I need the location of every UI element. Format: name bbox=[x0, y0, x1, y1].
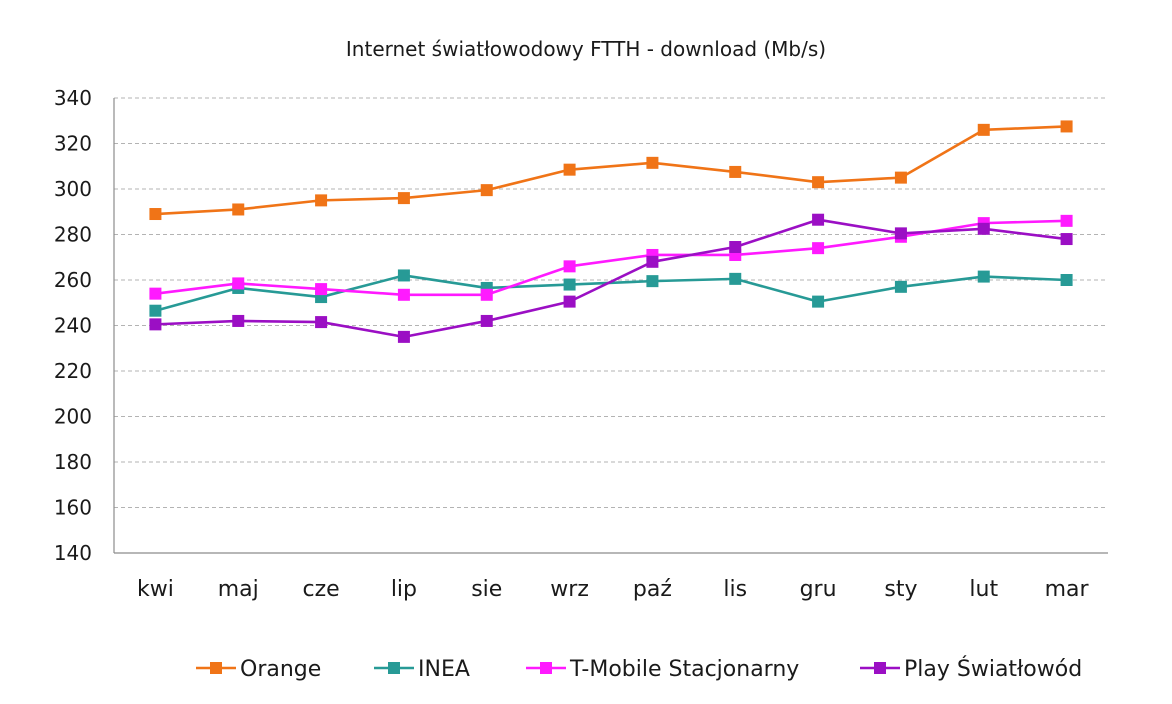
y-tick-label: 220 bbox=[54, 359, 92, 383]
data-point bbox=[1060, 233, 1073, 246]
data-point bbox=[812, 176, 825, 189]
data-point bbox=[1060, 120, 1073, 133]
legend: Orange INEA T-Mobile Stacjonarny Play Świat… bbox=[196, 656, 1082, 682]
data-point bbox=[977, 270, 990, 283]
legend-marker bbox=[874, 662, 886, 674]
data-point bbox=[315, 194, 328, 207]
data-point bbox=[480, 288, 493, 301]
series-layer bbox=[149, 120, 1073, 343]
x-tick-label: paź bbox=[633, 577, 672, 602]
data-point bbox=[397, 288, 410, 301]
legend-entry: T-Mobile Stacjonarny bbox=[526, 657, 799, 682]
data-point bbox=[729, 272, 742, 285]
data-point bbox=[894, 171, 907, 184]
y-tick-label: 180 bbox=[54, 450, 92, 474]
data-point bbox=[563, 278, 576, 291]
legend-entry: INEA bbox=[374, 657, 470, 682]
x-tick-label: wrz bbox=[550, 577, 589, 602]
legend-marker bbox=[210, 662, 222, 674]
data-point bbox=[315, 316, 328, 329]
data-point bbox=[812, 295, 825, 308]
y-tick-label: 260 bbox=[54, 268, 92, 292]
data-point bbox=[894, 227, 907, 240]
x-tick-label: sty bbox=[884, 577, 917, 602]
data-point bbox=[149, 304, 162, 317]
y-tick-label: 320 bbox=[54, 132, 92, 156]
data-point bbox=[646, 275, 659, 288]
x-tick-label: maj bbox=[218, 577, 259, 602]
data-point bbox=[563, 163, 576, 176]
data-point bbox=[729, 165, 742, 178]
legend-marker bbox=[540, 662, 552, 674]
y-tick-label: 340 bbox=[54, 86, 92, 110]
y-tick-label: 140 bbox=[54, 541, 92, 565]
data-point bbox=[232, 314, 245, 327]
data-point bbox=[232, 277, 245, 290]
data-point bbox=[149, 287, 162, 300]
data-point bbox=[480, 314, 493, 327]
data-point bbox=[563, 295, 576, 308]
data-point bbox=[397, 330, 410, 343]
data-point bbox=[646, 255, 659, 268]
chart-title: Internet światłowodowy FTTH - download (… bbox=[346, 37, 826, 61]
data-point bbox=[397, 192, 410, 205]
legend-entry: Orange bbox=[196, 657, 321, 682]
data-point bbox=[812, 213, 825, 226]
data-point bbox=[563, 260, 576, 273]
y-tick-label: 200 bbox=[54, 405, 92, 429]
x-tick-label: cze bbox=[302, 577, 339, 602]
x-tick-label: lip bbox=[391, 577, 417, 602]
series-1 bbox=[149, 120, 1073, 221]
data-point bbox=[1060, 274, 1073, 286]
data-point bbox=[646, 156, 659, 169]
data-point bbox=[232, 203, 245, 216]
data-point bbox=[480, 184, 493, 197]
data-point bbox=[315, 283, 328, 296]
legend-marker bbox=[388, 662, 400, 674]
y-tick-label: 240 bbox=[54, 314, 92, 338]
series-2 bbox=[149, 269, 1073, 317]
data-point bbox=[149, 208, 162, 221]
x-tick-label: sie bbox=[471, 577, 502, 602]
grid-layer bbox=[114, 97, 1108, 508]
data-point bbox=[894, 280, 907, 293]
legend-label: Orange bbox=[240, 657, 321, 682]
y-tick-label: 160 bbox=[54, 496, 92, 520]
data-point bbox=[977, 123, 990, 136]
legend-label: Play Światłowód bbox=[904, 656, 1082, 682]
x-tick-label: lis bbox=[723, 577, 747, 602]
y-tick-label: 280 bbox=[54, 223, 92, 247]
legend-label: T-Mobile Stacjonarny bbox=[569, 657, 799, 682]
data-point bbox=[812, 242, 825, 255]
series-line bbox=[155, 219, 1067, 297]
data-point bbox=[149, 318, 162, 331]
series-line bbox=[155, 218, 1067, 339]
legend-label: INEA bbox=[418, 657, 470, 682]
y-tick-label: 300 bbox=[54, 177, 92, 201]
x-tick-label: gru bbox=[800, 577, 837, 602]
axis-layer: 140 160 180 200 220 240 260 280 300 320 340 kwi maj c… bbox=[54, 86, 1108, 602]
x-tick-label: lut bbox=[969, 577, 998, 602]
data-point bbox=[1060, 214, 1073, 227]
series-3 bbox=[149, 214, 1073, 301]
x-tick-label: kwi bbox=[137, 577, 174, 602]
data-point bbox=[729, 241, 742, 254]
series-line bbox=[155, 125, 1067, 216]
legend-entry: Play Światłowód bbox=[860, 656, 1082, 682]
data-point bbox=[397, 269, 410, 282]
series-4 bbox=[149, 213, 1073, 343]
data-point bbox=[977, 222, 990, 235]
x-tick-label: mar bbox=[1045, 577, 1090, 602]
